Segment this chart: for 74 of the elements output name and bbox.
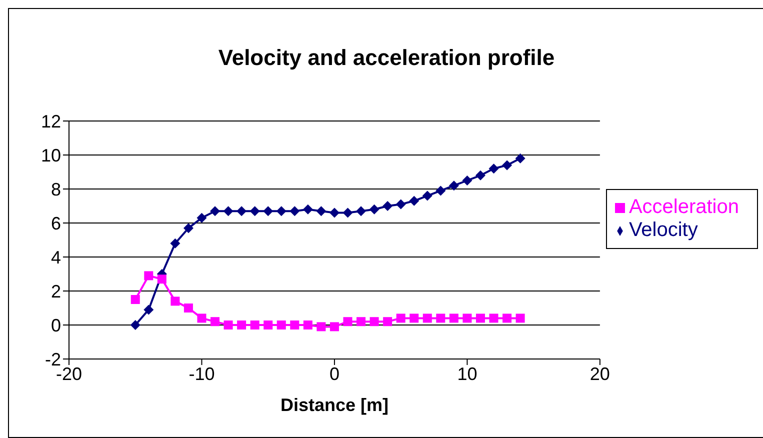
point — [462, 314, 472, 323]
point — [382, 201, 393, 211]
point — [130, 320, 140, 330]
point — [290, 320, 300, 330]
point — [170, 238, 180, 248]
point — [276, 320, 286, 330]
point — [516, 314, 525, 323]
point — [290, 206, 300, 216]
y-tick-label: 6 — [50, 213, 61, 234]
point — [489, 314, 498, 323]
point — [436, 314, 446, 323]
point — [342, 208, 353, 218]
point — [409, 196, 420, 206]
point — [144, 304, 154, 315]
legend-label: Velocity — [628, 219, 698, 241]
point — [422, 190, 432, 201]
point — [343, 317, 352, 326]
y-tick-label: 2 — [50, 281, 61, 302]
point — [170, 296, 180, 306]
point — [448, 180, 459, 191]
point — [330, 322, 339, 332]
point — [502, 160, 512, 170]
point — [316, 206, 326, 216]
chart-title: Velocity and acceleration profile — [217, 45, 556, 71]
point — [476, 314, 485, 323]
point — [356, 206, 366, 216]
point — [223, 206, 234, 216]
point — [276, 206, 286, 216]
x-tick-label: 0 — [329, 364, 340, 384]
point — [449, 314, 458, 323]
point — [263, 206, 274, 216]
point — [369, 204, 380, 214]
legend-label: Acceleration — [628, 196, 739, 218]
point — [184, 304, 193, 312]
point — [396, 199, 406, 210]
point — [356, 317, 366, 326]
point — [264, 320, 273, 330]
point — [316, 322, 326, 332]
x-tick-label: -10 — [188, 364, 215, 384]
x-tick-label: 10 — [457, 364, 478, 384]
y-tick-label: 0 — [50, 315, 61, 336]
point — [329, 208, 340, 218]
point — [488, 164, 499, 174]
y-tick-label: 8 — [50, 179, 61, 200]
y-tick-label: 10 — [40, 145, 61, 166]
point — [250, 206, 260, 216]
point — [370, 317, 379, 326]
point — [236, 206, 247, 216]
point — [250, 320, 260, 330]
point — [196, 212, 207, 223]
point — [157, 274, 166, 284]
point — [183, 223, 194, 234]
point — [210, 317, 220, 326]
point — [302, 204, 313, 214]
point — [197, 314, 206, 323]
point — [475, 170, 486, 180]
x-axis-title: Distance [m] — [280, 395, 388, 415]
point — [396, 314, 406, 323]
y-tick-label: 4 — [50, 247, 61, 268]
point — [130, 295, 140, 304]
point — [383, 317, 392, 326]
point — [462, 176, 472, 186]
y-tick-label: 12 — [40, 111, 61, 132]
point — [237, 320, 246, 330]
point — [210, 206, 220, 216]
point — [144, 271, 154, 280]
point — [422, 314, 432, 323]
x-tick-label: 20 — [590, 364, 610, 384]
point — [436, 186, 446, 196]
point — [515, 153, 526, 164]
point — [410, 314, 419, 323]
point — [303, 320, 312, 330]
point — [502, 314, 512, 323]
point — [224, 320, 233, 330]
